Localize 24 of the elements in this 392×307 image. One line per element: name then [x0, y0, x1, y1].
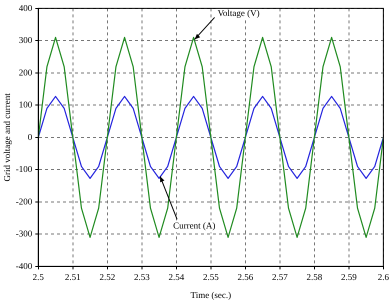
annotation: Current (A): [173, 220, 216, 231]
y-tick-label: 400: [18, 2, 33, 13]
y-tick-label: -200: [16, 196, 33, 206]
x-tick-label: 2.6: [378, 272, 390, 282]
y-tick-label: -400: [16, 260, 33, 271]
x-tick-label: 2.51: [64, 272, 81, 282]
y-tick-label: 0: [28, 132, 33, 142]
x-tick-label: 2.59: [340, 272, 358, 282]
x-tick-label: 2.56: [237, 272, 254, 282]
y-axis-title: Grid voltage and current: [2, 92, 12, 182]
y-tick-label: 300: [18, 35, 33, 46]
x-tick-label: 2.57: [272, 272, 288, 282]
x-tick-label: 2.54: [168, 272, 185, 282]
x-axis-title: Time (sec.): [190, 290, 232, 300]
x-tick-label: 2.52: [99, 272, 116, 282]
y-tick-label: 100: [18, 100, 33, 110]
x-tick-label: 2.5: [32, 272, 44, 282]
x-tick-label: 2.53: [134, 272, 150, 282]
x-tick-label: 2.55: [202, 272, 220, 282]
y-tick-label: 200: [18, 67, 33, 78]
y-tick-label: -300: [16, 228, 33, 239]
y-tick-label: -100: [16, 164, 33, 174]
annotation: Voltage (V): [218, 8, 260, 18]
x-tick-label: 2.58: [306, 272, 323, 282]
